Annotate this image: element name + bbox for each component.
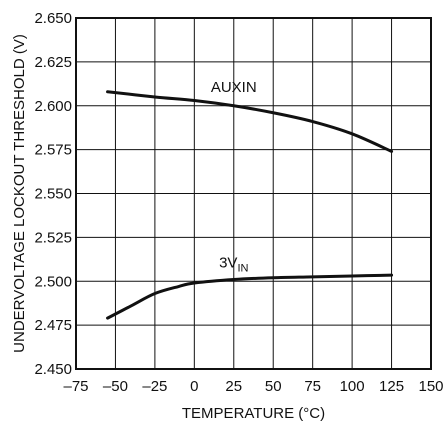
y-tick-label: 2.475 xyxy=(34,317,72,334)
y-axis-title: UNDERVOLTAGE LOCKOUT THRESHOLD (V) xyxy=(11,34,28,353)
x-tick-label: 150 xyxy=(418,378,443,395)
x-tick-labels: –75 –50 –25 0 25 50 75 100 125 150 xyxy=(63,378,443,395)
series-line-auxin xyxy=(106,90,394,153)
x-tick-label: 50 xyxy=(265,378,282,395)
x-tick-label: –75 xyxy=(63,378,88,395)
x-tick-label: 100 xyxy=(340,378,365,395)
y-tick-label: 2.650 xyxy=(34,10,72,27)
x-tick-label: 0 xyxy=(190,378,198,395)
y-tick-label: 2.450 xyxy=(34,361,72,378)
y-tick-label: 2.500 xyxy=(34,273,72,290)
y-tick-label: 2.600 xyxy=(34,98,72,115)
y-tick-label: 2.575 xyxy=(34,142,72,159)
plot-frame xyxy=(75,17,432,370)
x-tick-label: –25 xyxy=(142,378,167,395)
x-axis-title: TEMPERATURE (°C) xyxy=(182,405,325,422)
y-tick-label: 2.550 xyxy=(34,186,72,203)
series-layer xyxy=(106,90,394,320)
grid xyxy=(75,17,432,370)
x-tick-label: 25 xyxy=(225,378,242,395)
series-line-3vin xyxy=(106,273,394,320)
series-label-auxin: AUXIN xyxy=(211,79,257,96)
x-tick-label: 75 xyxy=(304,378,321,395)
series-labels: AUXIN 3VIN xyxy=(211,79,257,275)
x-tick-label: 125 xyxy=(379,378,404,395)
x-tick-label: –50 xyxy=(103,378,128,395)
series-label-3vin: 3VIN xyxy=(219,254,248,274)
y-tick-label: 2.525 xyxy=(34,229,72,246)
y-tick-labels: 2.450 2.475 2.500 2.525 2.550 2.575 2.600 2.625… xyxy=(34,10,72,378)
y-tick-label: 2.625 xyxy=(34,54,72,71)
